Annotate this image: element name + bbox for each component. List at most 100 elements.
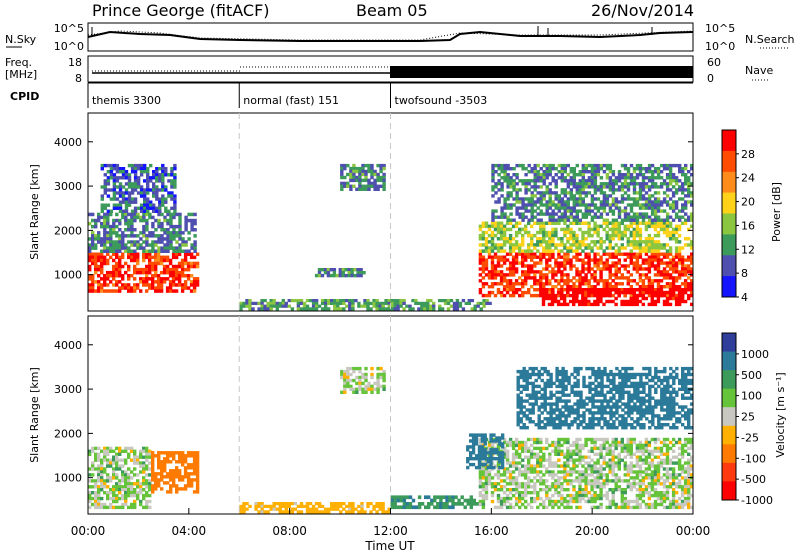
power-cell xyxy=(627,182,630,185)
power-cell xyxy=(500,188,503,191)
power-cell xyxy=(654,267,657,270)
power-cell xyxy=(609,164,612,167)
power-cell xyxy=(170,191,173,194)
velocity-cell xyxy=(615,488,618,491)
velocity-cell xyxy=(524,494,527,497)
power-cell xyxy=(480,307,483,310)
velocity-cell xyxy=(118,485,121,488)
velocity-cell xyxy=(603,441,606,444)
velocity-cell xyxy=(578,438,581,441)
power-cell xyxy=(615,234,618,238)
power-cell xyxy=(575,243,578,247)
power-cell xyxy=(633,240,636,244)
velocity-cell xyxy=(636,459,639,462)
velocity-cell xyxy=(151,478,154,481)
power-cell xyxy=(97,289,100,293)
velocity-cell xyxy=(100,464,103,467)
velocity-cell xyxy=(512,444,515,447)
velocity-cell xyxy=(160,475,163,478)
power-cell xyxy=(557,270,560,273)
power-cell xyxy=(503,170,506,173)
power-cell xyxy=(327,299,330,302)
velocity-cell xyxy=(118,488,121,491)
power-cell xyxy=(639,185,642,188)
power-cell xyxy=(500,216,503,219)
power-cell xyxy=(169,246,172,250)
velocity-cell xyxy=(542,447,545,450)
velocity-cell xyxy=(578,476,581,479)
velocity-cell xyxy=(569,497,572,500)
power-cell xyxy=(549,173,552,176)
power-cell xyxy=(485,273,488,276)
power-cell xyxy=(678,179,681,182)
velocity-cell xyxy=(636,464,639,467)
power-cell xyxy=(359,274,362,277)
power-cell xyxy=(572,249,575,253)
power-cell xyxy=(581,264,584,267)
velocity-cell xyxy=(418,495,421,499)
power-cell xyxy=(533,294,536,297)
power-cell xyxy=(590,234,593,238)
velocity-cell xyxy=(527,456,530,459)
power-cell xyxy=(621,188,624,191)
power-cell xyxy=(524,225,527,229)
power-cell xyxy=(636,222,639,226)
power-cell xyxy=(549,197,552,200)
power-cell xyxy=(681,270,684,273)
velocity-cell xyxy=(94,485,97,488)
velocity-cell xyxy=(409,495,412,499)
velocity-cell xyxy=(518,494,521,497)
power-cell xyxy=(675,216,678,219)
velocity-cell xyxy=(124,488,127,491)
velocity-cell xyxy=(512,479,515,482)
power-cell xyxy=(545,246,548,250)
power-cell xyxy=(151,262,154,266)
power-cell xyxy=(453,307,456,310)
velocity-cell xyxy=(448,505,451,509)
power-cell xyxy=(468,302,471,305)
power-cell xyxy=(500,167,503,170)
power-cell xyxy=(169,243,172,247)
power-cell xyxy=(91,289,94,293)
velocity-cell xyxy=(336,505,339,508)
power-cell xyxy=(136,243,139,247)
power-cell xyxy=(178,234,181,238)
power-cell xyxy=(539,261,542,264)
power-cell xyxy=(342,299,345,302)
velocity-cell xyxy=(530,438,533,441)
velocity-cell xyxy=(424,505,427,509)
power-cell xyxy=(554,246,557,250)
power-cell xyxy=(594,188,597,191)
power-cell xyxy=(569,279,572,282)
velocity-cell xyxy=(97,488,100,491)
velocity-cell xyxy=(354,508,357,511)
power-cell xyxy=(548,237,551,241)
power-cell xyxy=(482,222,485,226)
velocity-cell xyxy=(339,505,342,508)
power-cell xyxy=(612,225,615,229)
velocity-cell xyxy=(239,510,242,513)
velocity-cell xyxy=(166,460,169,463)
power-cell xyxy=(615,225,618,229)
power-cell xyxy=(491,231,494,235)
power-cell xyxy=(555,167,558,170)
power-cell xyxy=(576,216,579,219)
velocity-cell xyxy=(115,459,118,462)
velocity-cell xyxy=(566,473,569,476)
power-cell xyxy=(181,262,184,266)
velocity-cell xyxy=(548,473,551,476)
power-cell xyxy=(491,258,494,261)
velocity-cell xyxy=(494,506,497,509)
power-cell xyxy=(358,182,361,185)
power-cell xyxy=(557,288,560,291)
velocity-cell xyxy=(148,479,151,482)
velocity-cell xyxy=(596,476,599,479)
power-cell xyxy=(561,173,564,176)
power-cell xyxy=(190,246,193,250)
power-cell xyxy=(585,209,588,212)
power-cell xyxy=(512,261,515,264)
power-cell xyxy=(576,164,579,167)
nave-label: Nave xyxy=(745,64,773,77)
colorbar-swatch xyxy=(722,255,736,276)
